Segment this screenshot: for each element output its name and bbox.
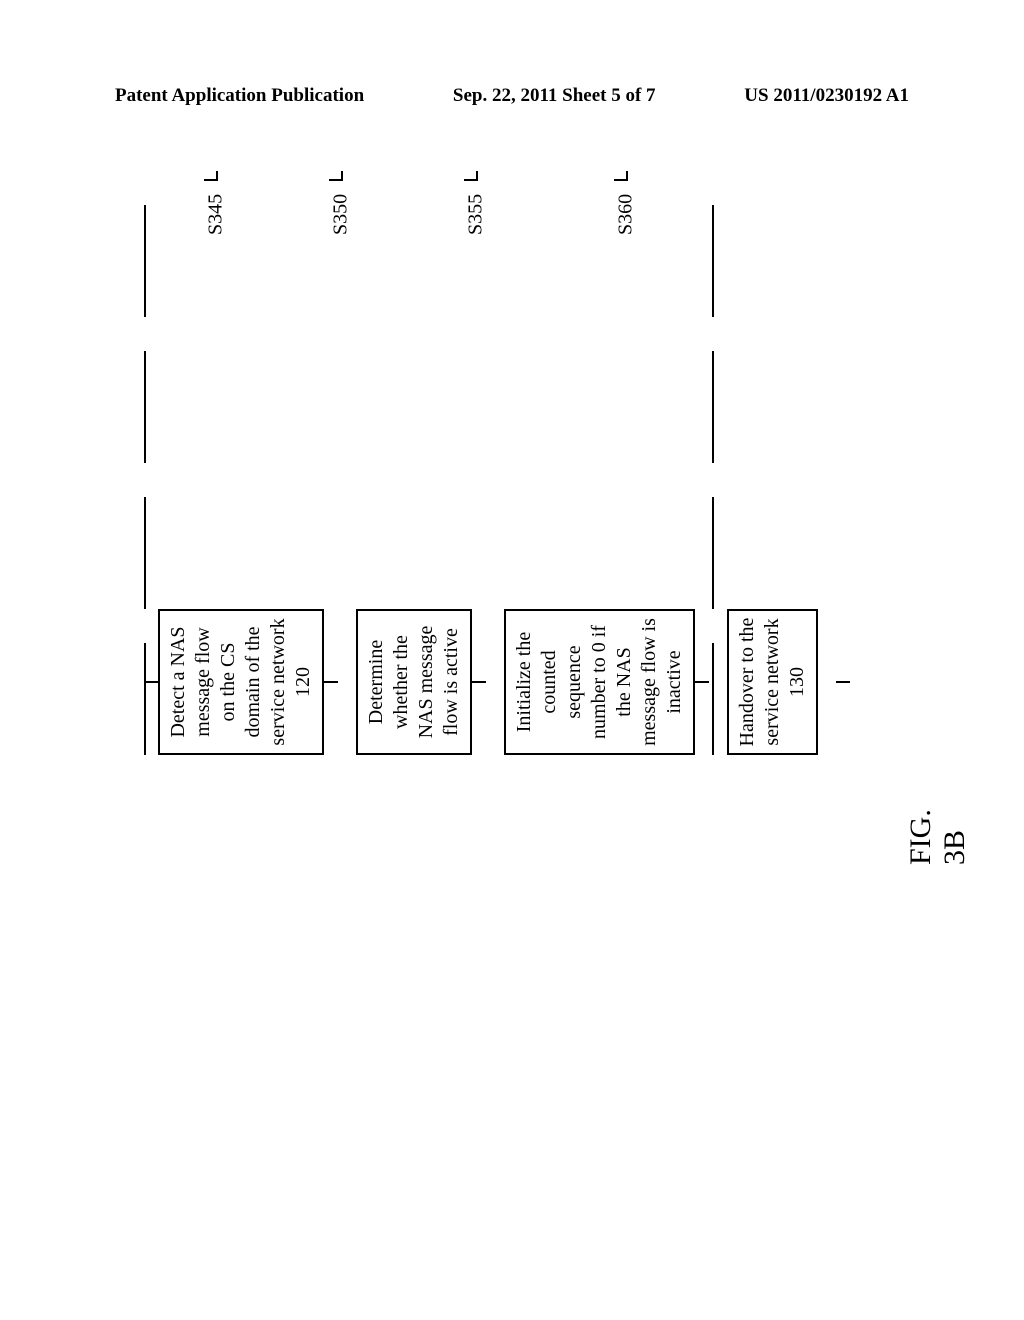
flowchart: Detect a NAS message flow on the CS doma… xyxy=(144,175,874,755)
step-box: Handover to the service network 130 xyxy=(727,609,818,755)
header-right: US 2011/0230192 A1 xyxy=(744,85,909,107)
header-left: Patent Application Publication xyxy=(115,85,364,107)
page-header: Patent Application Publication Sep. 22, … xyxy=(115,85,909,107)
flow-connector xyxy=(836,681,850,683)
header-center: Sep. 22, 2011 Sheet 5 of 7 xyxy=(453,85,656,107)
step-tick xyxy=(464,171,478,181)
step-tick xyxy=(329,171,343,181)
step-id: S355 xyxy=(465,194,488,235)
step-tick xyxy=(204,171,218,181)
flow-column-blank xyxy=(144,643,714,755)
flow-column-blank xyxy=(144,497,714,609)
step-id: S345 xyxy=(205,194,228,235)
flow-column-blank xyxy=(144,351,714,463)
step-id: S350 xyxy=(330,194,353,235)
figure-caption: FIG. 3B xyxy=(904,809,972,865)
figure-area: Detect a NAS message flow on the CS doma… xyxy=(144,175,874,755)
step-id: S360 xyxy=(615,194,638,235)
step-tick xyxy=(614,171,628,181)
